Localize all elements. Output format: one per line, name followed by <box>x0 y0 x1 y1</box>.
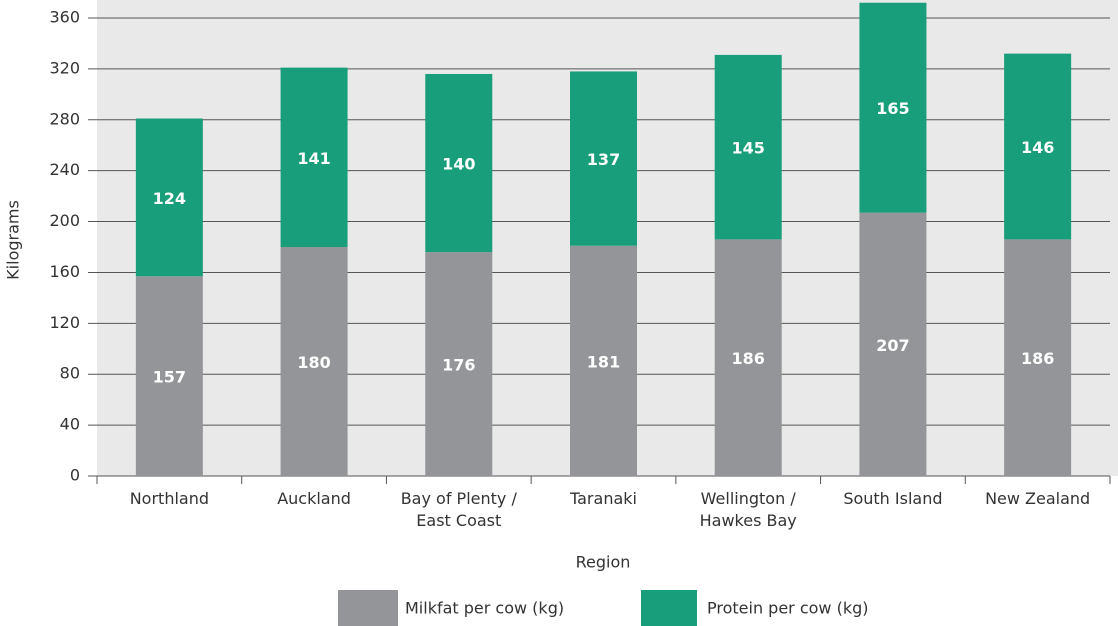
legend-label: Milkfat per cow (kg) <box>405 599 564 618</box>
legend-swatch <box>338 590 398 626</box>
bar-segment <box>1004 239 1072 476</box>
x-tick-label-box: Taranaki <box>570 489 637 508</box>
x-tick-label-box: Northland <box>129 489 209 508</box>
bar-segment <box>859 2 927 213</box>
y-tick-label: 120 <box>49 313 80 332</box>
x-tick-label-box: Wellington / Hawkes Bay <box>699 489 797 530</box>
y-tick-label: 200 <box>49 211 80 230</box>
bar-segment <box>135 276 203 476</box>
bar-segment <box>570 71 637 246</box>
x-tick-label: Bay of Plenty / East Coast <box>400 489 517 530</box>
bar-segment <box>425 73 493 253</box>
value-label: 146 <box>1021 138 1054 157</box>
value-label: 181 <box>587 352 620 371</box>
x-tick-label: South Island <box>843 489 943 508</box>
x-tick-label-box: New Zealand <box>985 489 1091 508</box>
x-tick-label: Auckland <box>277 489 351 508</box>
y-tick-label: 360 <box>49 8 80 27</box>
x-tick-label-box: Bay of Plenty / East Coast <box>400 489 517 530</box>
bar-segment <box>570 245 637 476</box>
value-label: 137 <box>587 150 620 169</box>
bar-segment <box>1004 53 1072 240</box>
y-tick-label: 280 <box>49 109 80 128</box>
y-tick-label: 160 <box>49 262 80 281</box>
value-label: 141 <box>297 149 330 168</box>
value-label: 186 <box>1021 349 1054 368</box>
legend-label: Protein per cow (kg) <box>707 599 869 618</box>
bar-segment <box>280 67 348 247</box>
x-tick-label: Wellington / Hawkes Bay <box>699 489 797 530</box>
x-tick-label-box: South Island <box>843 489 943 508</box>
value-label: 124 <box>153 189 186 208</box>
x-tick-label-box: Auckland <box>277 489 351 508</box>
bar-segment <box>859 212 927 476</box>
bar-segment <box>425 252 493 476</box>
value-label: 176 <box>442 356 475 375</box>
y-axis-label: Kilograms <box>4 200 23 280</box>
value-label: 186 <box>732 349 765 368</box>
x-axis-label: Region <box>576 553 631 572</box>
value-label: 165 <box>876 99 909 118</box>
value-label: 140 <box>442 155 475 174</box>
x-tick-label: Taranaki <box>570 489 637 508</box>
bar-segment <box>714 54 782 240</box>
x-tick-label: Northland <box>129 489 209 508</box>
y-tick-label: 320 <box>49 58 80 77</box>
value-label: 207 <box>876 336 909 355</box>
value-label: 145 <box>732 139 765 158</box>
bar-segment <box>714 239 782 476</box>
bar-segment <box>135 118 203 277</box>
y-tick-label: 40 <box>60 415 80 434</box>
y-tick-label: 240 <box>49 160 80 179</box>
value-label: 157 <box>153 368 186 387</box>
bar-segment <box>280 247 348 476</box>
x-tick-label: New Zealand <box>985 489 1091 508</box>
y-tick-label: 0 <box>70 466 80 485</box>
legend-swatch <box>641 590 697 626</box>
value-label: 180 <box>297 353 330 372</box>
y-tick-label: 80 <box>60 364 80 383</box>
